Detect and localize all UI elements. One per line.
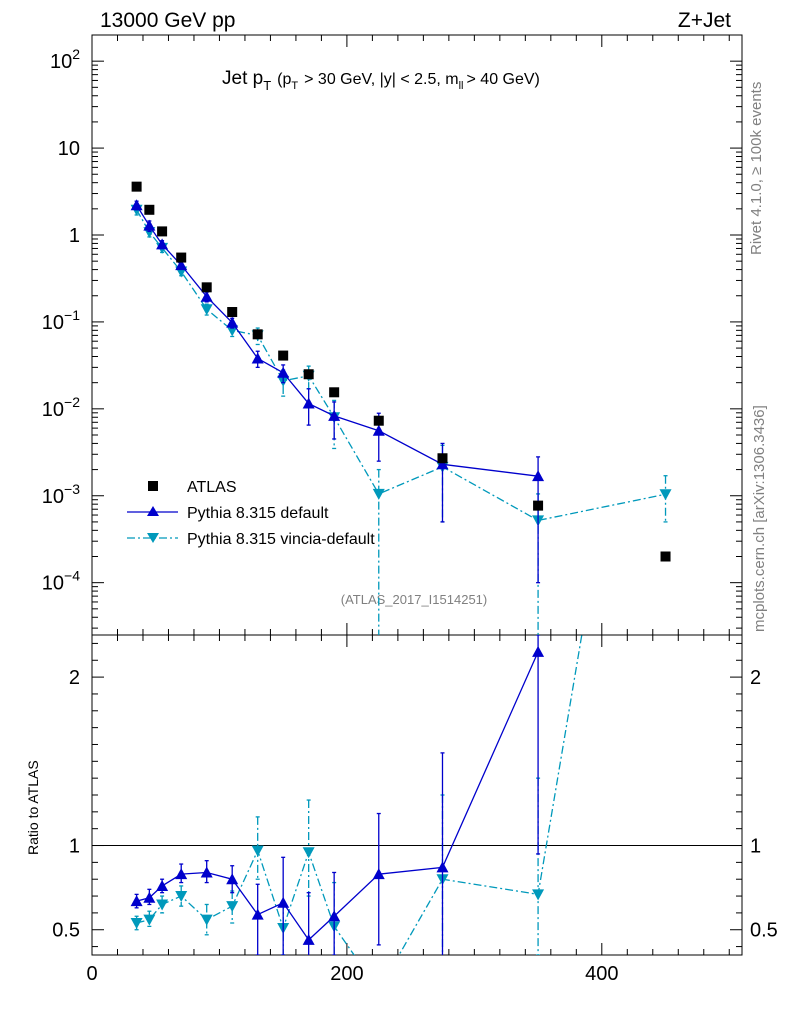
main-ytick-label: 1	[69, 225, 80, 247]
main-ytick-label: 10	[58, 138, 80, 160]
main-ytick-label: 102	[50, 46, 80, 73]
ratio-ytick-label-right: 2	[750, 667, 761, 689]
legend-marker-default	[147, 506, 159, 516]
ratio-panel-frame	[91, 634, 743, 956]
legend-marker-vincia	[147, 533, 159, 543]
default-main-point	[532, 470, 545, 482]
plot-title: Jet pT (pT > 30 GeV, |y| < 2.5, mll > 40 Ge…	[222, 68, 540, 93]
atlas-main-point	[252, 329, 263, 340]
default-ratio-point	[175, 868, 188, 880]
ratio-series-layer	[130, 133, 672, 996]
vincia-ratio-point	[302, 847, 315, 859]
atlas-main-point	[201, 282, 212, 293]
ratio-ytick-label: 0.5	[52, 920, 80, 942]
legend: ATLAS Pythia 8.315 default Pythia 8.315 …	[127, 479, 375, 548]
vincia-ratio-point	[175, 891, 188, 903]
vincia-ratio-point	[532, 889, 545, 901]
default-main-point	[277, 366, 290, 378]
vincia-main-point	[659, 489, 672, 501]
vincia-ratio-point	[200, 914, 213, 926]
ratio-ylabel: Ratio to ATLAS	[25, 760, 41, 855]
default-ratio-point	[372, 868, 385, 880]
vincia-ratio-point	[373, 985, 385, 996]
default-main-point	[156, 238, 169, 250]
main-series-layer	[130, 181, 672, 635]
default-ratio-point	[226, 873, 239, 885]
atlas-main-point	[227, 307, 238, 318]
default-ratio-point	[328, 910, 341, 922]
atlas-main-point	[533, 500, 544, 511]
vincia-main-point	[200, 304, 213, 316]
ratio-ytick-label-right: 0.5	[750, 920, 778, 942]
default-main-point	[372, 424, 385, 436]
legend-label-vincia: Pythia 8.315 vincia-default	[187, 531, 375, 548]
atlas-main-point	[131, 181, 142, 192]
main-ytick-label: 10−1	[42, 307, 80, 334]
atlas-main-point	[660, 551, 671, 562]
main-axes: 102 10 1 10−1 10−2 10−3 10−4	[42, 34, 742, 635]
default-main-point	[226, 316, 239, 328]
legend-label-atlas: ATLAS	[187, 479, 237, 496]
default-ratio-point	[302, 933, 315, 945]
ratio-ytick-label: 2	[69, 667, 80, 689]
vincia-ratio-point	[226, 901, 239, 913]
default-main-point	[302, 397, 315, 409]
legend-marker-atlas	[148, 481, 158, 491]
ratio-xtick-label: 200	[330, 963, 363, 985]
ratio-ytick-label: 1	[69, 836, 80, 858]
header-process-label: Z+Jet	[678, 9, 731, 32]
vincia-ratio-point	[143, 914, 156, 926]
default-main-point	[436, 458, 449, 470]
default-main-line	[136, 204, 539, 477]
default-main-point	[130, 199, 143, 211]
main-ytick-label: 10−3	[42, 481, 80, 508]
atlas-main-point	[157, 226, 168, 237]
atlas-main-point	[373, 415, 384, 426]
analysis-watermark: (ATLAS_2017_I1514251)	[341, 592, 487, 607]
default-ratio-point	[130, 895, 143, 907]
default-main-point	[143, 219, 156, 231]
vincia-ratio-point	[156, 899, 169, 911]
main-ytick-label: 10−4	[42, 568, 80, 595]
atlas-main-point	[437, 453, 448, 464]
ratio-xtick-label: 0	[86, 963, 97, 985]
default-ratio-point	[277, 896, 290, 908]
vincia-ratio-point	[660, 133, 672, 144]
default-ratio-point	[156, 879, 169, 891]
ratio-ytick-label-right: 1	[750, 836, 761, 858]
ratio-axes: 0 200 400 0.5 0.5 1 1 2 2	[52, 635, 778, 985]
ratio-xtick-label: 400	[585, 963, 618, 985]
vincia-main-point	[372, 488, 385, 500]
default-ratio-point	[251, 908, 264, 920]
default-ratio-point	[532, 645, 545, 657]
atlas-main-point	[144, 204, 155, 215]
default-main-point	[328, 409, 341, 421]
default-main-point	[175, 259, 188, 271]
vincia-ratio-point	[251, 845, 264, 857]
default-main-point	[200, 290, 213, 302]
rivet-version-label: Rivet 4.1.0, ≥ 100k events	[748, 82, 765, 255]
atlas-main-point	[303, 369, 314, 380]
atlas-main-point	[176, 252, 187, 263]
default-ratio-point	[200, 866, 213, 878]
header-energy-label: 13000 GeV pp	[100, 9, 235, 32]
main-ytick-label: 10−2	[42, 394, 80, 421]
vincia-main-line	[136, 209, 666, 522]
vincia-main-point	[226, 325, 239, 337]
atlas-main-point	[329, 387, 340, 398]
default-ratio-point	[436, 861, 449, 873]
vincia-ratio-point	[130, 918, 143, 929]
vincia-ratio-line	[136, 635, 583, 955]
default-ratio-line	[136, 651, 539, 941]
legend-label-default: Pythia 8.315 default	[187, 505, 329, 522]
default-main-point	[251, 352, 264, 364]
atlas-main-point	[278, 350, 289, 361]
default-ratio-point	[143, 891, 156, 903]
mcplots-label: mcplots.cern.ch [arXiv:1306.3436]	[751, 405, 768, 632]
